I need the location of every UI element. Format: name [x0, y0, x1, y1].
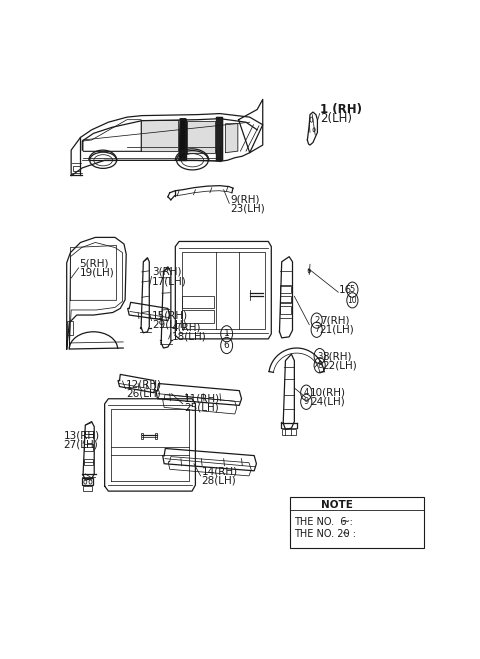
Text: 8(RH): 8(RH) [323, 351, 352, 361]
Bar [155, 433, 157, 440]
Text: 5: 5 [350, 285, 355, 294]
Text: 3(RH): 3(RH) [152, 267, 182, 277]
Text: 14(RH): 14(RH) [202, 467, 238, 477]
Bar [83, 478, 94, 485]
Bar [290, 497, 424, 548]
Text: 15(RH): 15(RH) [152, 310, 188, 320]
Text: 18(LH): 18(LH) [172, 332, 206, 342]
Text: 29(LH): 29(LH) [152, 320, 187, 330]
Bar [84, 431, 93, 437]
Text: 9(RH): 9(RH) [230, 195, 260, 205]
Text: 13(RH): 13(RH) [64, 430, 100, 440]
Text: 7: 7 [314, 326, 319, 334]
Polygon shape [179, 119, 186, 160]
Bar [182, 310, 214, 323]
Text: 25(LH): 25(LH) [184, 403, 219, 413]
Text: 24(LH): 24(LH) [310, 397, 345, 407]
Text: ~: ~ [342, 529, 350, 539]
Text: 27(LH): 27(LH) [64, 440, 98, 449]
Text: 1: 1 [334, 517, 338, 526]
Text: 10: 10 [348, 296, 357, 305]
Text: 6: 6 [224, 341, 229, 350]
Bar [67, 321, 73, 335]
Bar [280, 296, 291, 303]
Text: NOTE: NOTE [321, 500, 353, 510]
Text: 2(LH): 2(LH) [321, 112, 352, 125]
Bar [282, 429, 296, 436]
Text: 7(RH): 7(RH) [320, 316, 349, 326]
Text: 8: 8 [317, 360, 323, 370]
Polygon shape [216, 117, 222, 160]
Text: 3: 3 [317, 352, 323, 360]
Bar [280, 285, 291, 293]
Bar [84, 459, 93, 465]
Bar [84, 444, 93, 451]
Text: 26(LH): 26(LH) [126, 389, 161, 399]
Text: 12(RH): 12(RH) [126, 380, 162, 389]
Text: 4: 4 [304, 388, 309, 397]
Text: 16: 16 [339, 285, 352, 295]
Text: 17(LH): 17(LH) [152, 276, 187, 286]
Text: THE NO. 20 :: THE NO. 20 : [294, 529, 360, 539]
Text: 1: 1 [224, 330, 229, 338]
Text: 11(RH): 11(RH) [184, 394, 220, 404]
Text: 4(RH): 4(RH) [172, 323, 201, 333]
Bar [141, 433, 144, 440]
Text: 22(LH): 22(LH) [323, 360, 358, 370]
Text: 28(LH): 28(LH) [202, 476, 236, 486]
Polygon shape [226, 124, 238, 153]
Text: 23(LH): 23(LH) [230, 204, 265, 214]
Text: 1 (RH): 1 (RH) [321, 103, 362, 116]
Text: 5(RH): 5(RH) [79, 259, 109, 269]
Text: 2: 2 [314, 316, 319, 325]
Text: ~: ~ [342, 517, 350, 527]
Bar [83, 486, 92, 491]
Text: 21(LH): 21(LH) [320, 325, 354, 335]
Bar [182, 296, 214, 308]
Bar [280, 306, 291, 314]
Bar [73, 166, 80, 171]
Text: THE NO.  6 :: THE NO. 6 : [294, 517, 356, 527]
Text: 6: 6 [334, 529, 338, 538]
Polygon shape [141, 120, 178, 151]
Text: 10(RH): 10(RH) [310, 387, 346, 397]
Text: 19(LH): 19(LH) [79, 268, 114, 278]
Text: 10: 10 [345, 530, 354, 536]
Polygon shape [187, 121, 216, 153]
Text: 9: 9 [304, 397, 309, 407]
Text: 5: 5 [347, 517, 352, 526]
